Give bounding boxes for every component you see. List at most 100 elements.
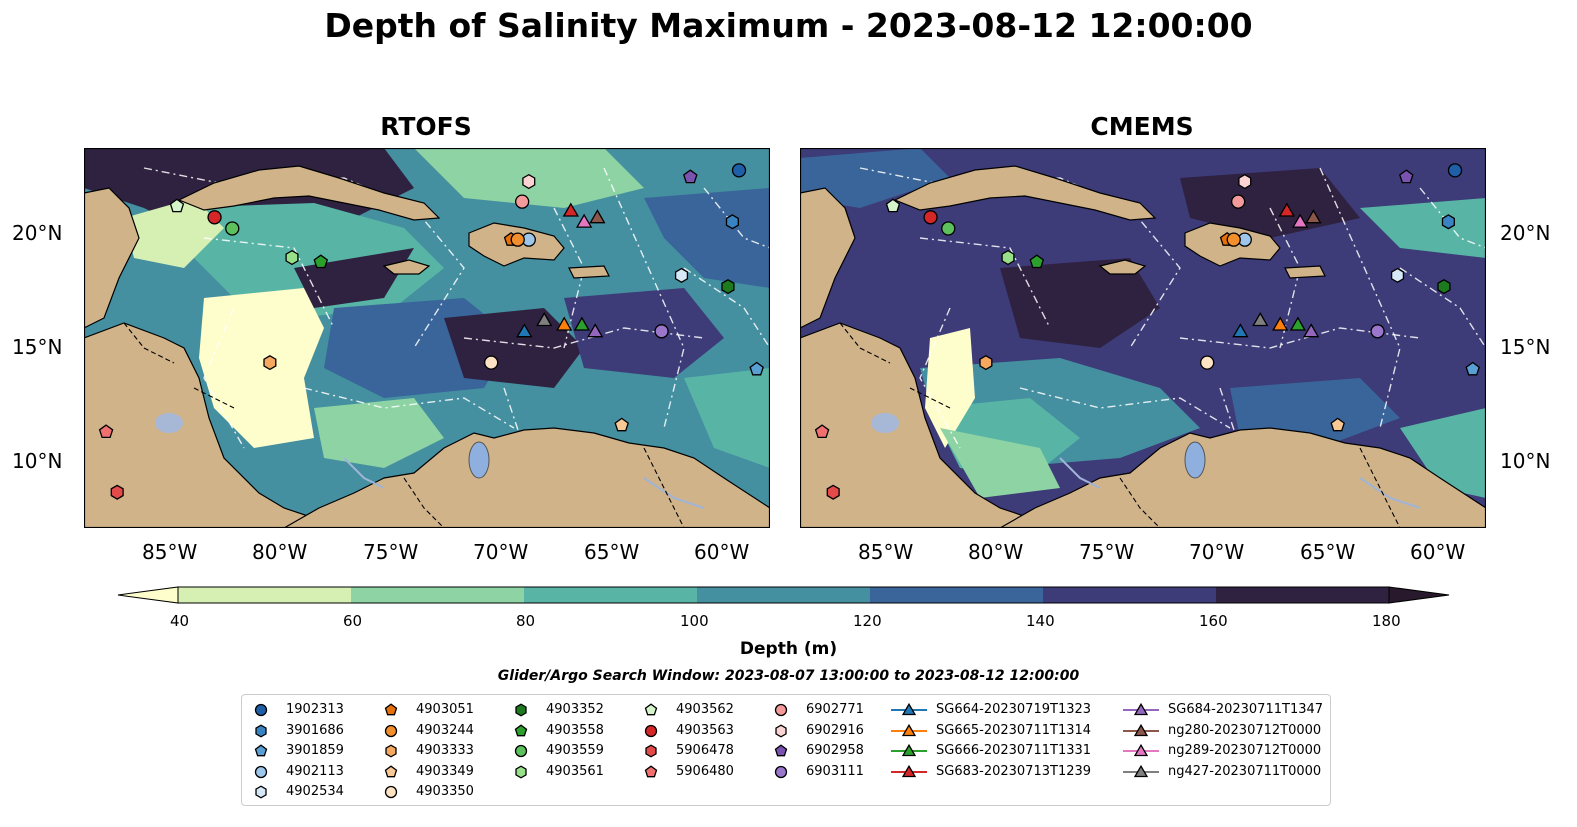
land-mass	[1098, 259, 1147, 275]
obs-marker-ng280-20230712T0000	[589, 209, 606, 224]
river	[1359, 477, 1421, 509]
legend-label: ng280-20230712T0000	[1168, 722, 1322, 738]
colorbar-extend-high	[1388, 586, 1450, 604]
obs-marker-4903561	[285, 249, 299, 266]
lon-tick-label: 60°W	[1410, 540, 1466, 564]
eez-boundary	[303, 387, 515, 429]
eez-boundary	[1319, 167, 1401, 429]
legend: 1902313 3901686 3901859 4902113 4902534 49030…	[241, 694, 1331, 806]
obs-marker-4903333	[263, 355, 277, 371]
land-mass	[800, 187, 856, 329]
legend-marker	[901, 723, 917, 736]
panel-title-cmems: CMEMS	[1090, 112, 1194, 141]
panel-title-rtofs: RTOFS	[380, 112, 472, 141]
lon-tick-label: 65°W	[1300, 540, 1356, 564]
obs-marker-SG683-20230713T1239	[1278, 202, 1296, 217]
obs-marker-4903349	[614, 417, 629, 432]
obs-marker-4903352	[721, 279, 735, 295]
depth-field-region	[124, 198, 224, 268]
obs-marker-5906480	[98, 424, 114, 439]
legend-marker	[901, 702, 917, 716]
legend-marker-icon	[384, 785, 398, 799]
rtofs-map	[84, 148, 770, 528]
country-border	[403, 477, 445, 528]
obs-marker-4903561	[1001, 249, 1015, 266]
legend-label: 4902113	[286, 763, 344, 779]
legend-label: 4903350	[416, 784, 474, 799]
river	[643, 477, 705, 509]
eez-boundary	[503, 387, 525, 449]
depth-field-region	[940, 428, 1060, 498]
depth-field-region	[800, 148, 950, 208]
depth-field-region	[1000, 258, 1160, 348]
legend-marker-icon	[384, 724, 398, 737]
colorbar-tick-label: 120	[853, 612, 882, 630]
land-mass	[282, 427, 770, 528]
legend-marker	[901, 764, 917, 777]
legend-label: 4903333	[416, 743, 474, 758]
cmems-map	[800, 148, 1486, 528]
obs-marker-4903333	[979, 355, 993, 371]
land-mass	[1284, 265, 1326, 279]
land-mass	[998, 427, 1486, 528]
legend-marker-icon	[891, 723, 927, 736]
land-mass	[568, 265, 610, 279]
obs-marker-4902534	[1390, 267, 1405, 283]
obs-marker-ng280-20230712T0000	[1305, 209, 1322, 224]
legend-label: 3901859	[286, 743, 344, 758]
legend-label: 6903111	[806, 763, 864, 779]
depth-field-region	[199, 288, 324, 448]
obs-marker-6902958	[1399, 169, 1414, 184]
legend-marker-icon	[644, 724, 658, 737]
lon-tick-label: 85°W	[142, 540, 198, 564]
colorbar-tick-label: 180	[1372, 612, 1401, 630]
obs-marker-4903562	[885, 198, 901, 213]
legend-marker-icon	[254, 703, 268, 717]
obs-marker-SG684-20230711T1347	[586, 323, 604, 338]
legend-label: SG665-20230711T1314	[936, 722, 1092, 738]
lon-tick-label: 75°W	[1079, 540, 1135, 564]
legend-label: 4902534	[286, 784, 344, 799]
colorbar-tick-label: 140	[1026, 612, 1055, 630]
obs-marker-ng289-20230712T0000	[1291, 213, 1309, 228]
legend-marker-icon	[1123, 723, 1159, 736]
lon-tick-label: 85°W	[858, 540, 914, 564]
lon-tick-label: 70°W	[1189, 540, 1245, 564]
country-border	[839, 322, 891, 364]
legend-label: 4903559	[546, 743, 604, 758]
legend-label: ng427-20230711T0000	[1168, 763, 1322, 779]
legend-marker	[255, 723, 267, 738]
obs-marker-4903559	[941, 221, 956, 236]
eez-boundary	[1219, 387, 1241, 449]
obs-marker-SG665-20230711T1314	[1272, 316, 1289, 331]
legend-marker	[1133, 723, 1149, 736]
lake-maracaibo	[468, 441, 490, 479]
map-frame	[800, 148, 1486, 528]
obs-marker-3901859	[1465, 361, 1480, 376]
legend-marker-icon	[514, 744, 528, 758]
country-border	[1119, 477, 1161, 528]
legend-marker-icon	[254, 765, 268, 778]
colorbar-tick-label: 160	[1199, 612, 1228, 630]
obs-marker-SG684-20230711T1347	[1302, 323, 1320, 338]
legend-marker	[384, 724, 398, 737]
colorbar-tick-label: 60	[343, 612, 363, 630]
country-border	[643, 447, 685, 528]
colorbar-segment	[697, 587, 870, 603]
legend-marker-icon	[384, 764, 398, 777]
legend-marker	[384, 785, 398, 799]
legend-marker-icon	[891, 702, 927, 716]
depth-field-region	[564, 288, 724, 378]
legend-marker-icon	[644, 703, 658, 716]
depth-field-region	[444, 308, 584, 388]
obs-marker-3901686	[725, 214, 739, 230]
depth-field-region	[684, 368, 770, 468]
obs-marker-6902771	[1231, 194, 1246, 209]
obs-marker-4903244	[510, 232, 525, 247]
legend-marker-icon	[1123, 743, 1159, 757]
obs-marker-ng289-20230712T0000	[575, 213, 593, 228]
legend-marker	[515, 764, 527, 779]
colorbar-segment	[1216, 587, 1389, 603]
obs-marker-SG664-20230719T1323	[516, 323, 533, 338]
legend-label: 5906480	[676, 763, 734, 779]
